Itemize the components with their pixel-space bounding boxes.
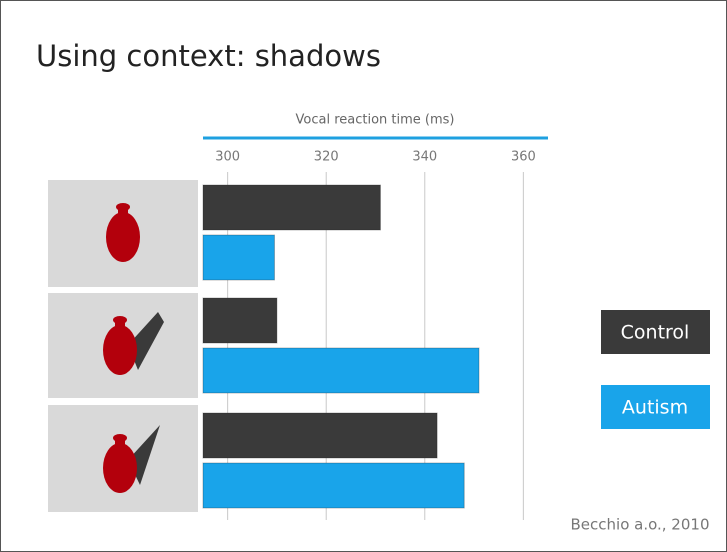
axis-label: Vocal reaction time (ms) bbox=[296, 113, 455, 128]
vase bbox=[103, 434, 137, 493]
bar bbox=[202, 412, 438, 459]
source: Becchio a.o., 2010 bbox=[571, 516, 710, 534]
bar bbox=[202, 184, 381, 231]
x-tick-label: 300 bbox=[215, 150, 240, 165]
legend-label: Autism bbox=[622, 397, 688, 419]
legend-swatch bbox=[601, 385, 710, 429]
bar bbox=[202, 297, 278, 344]
bar bbox=[202, 347, 480, 394]
shadow bbox=[128, 312, 164, 370]
stimulus-images bbox=[48, 180, 198, 512]
bar bbox=[202, 462, 465, 509]
vase bbox=[103, 316, 137, 375]
legend-swatch bbox=[601, 310, 710, 354]
x-tick-label: 320 bbox=[314, 150, 339, 165]
bar bbox=[202, 234, 275, 281]
legend-label: Control bbox=[621, 322, 690, 344]
x-tick-label: 340 bbox=[412, 150, 437, 165]
x-tick-label: 360 bbox=[511, 150, 536, 165]
slide-title: Using context: shadows bbox=[36, 39, 381, 73]
vase bbox=[106, 203, 140, 262]
